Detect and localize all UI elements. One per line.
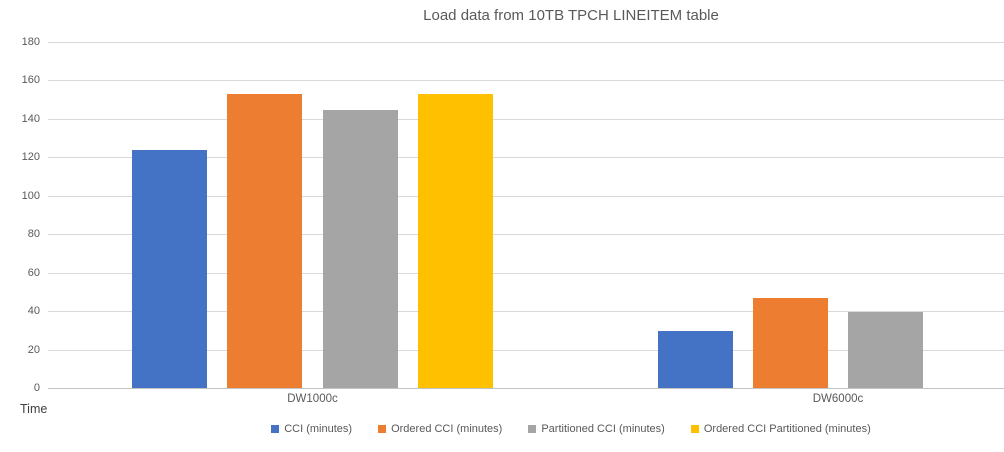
gridline (48, 41, 1004, 43)
y-axis-tick-label: 40 (27, 305, 40, 318)
gridline (48, 118, 1004, 120)
gridline (48, 311, 1004, 313)
gridline (48, 272, 1004, 274)
bar-dw6000c-ordered-cci-minutes (752, 298, 828, 389)
legend-marker-icon (271, 425, 280, 433)
y-axis-tick-label: 160 (21, 74, 40, 87)
y-axis-title: Time (20, 402, 48, 416)
legend-marker-icon (690, 425, 699, 433)
x-axis-line (48, 388, 1004, 389)
legend-item: Partitioned CCI (minutes) (528, 423, 665, 435)
y-axis-tick-label: 0 (33, 382, 40, 394)
y-axis-tick-label: 80 (27, 228, 40, 241)
x-axis-category-label: DW6000c (812, 392, 864, 405)
y-axis-tick-label: 140 (21, 112, 40, 125)
bar-dw1000c-ordered-cci-minutes (227, 94, 303, 389)
gridline (48, 349, 1004, 351)
chart-title: Load data from 10TB TPCH LINEITEM table (423, 7, 719, 24)
gridline (48, 157, 1004, 159)
bar-dw6000c-cci-minutes (657, 330, 733, 389)
legend-item: Ordered CCI Partitioned (minutes) (690, 423, 871, 435)
y-axis-tick-label: 20 (27, 343, 40, 356)
gridline (48, 234, 1004, 236)
legend-label: Partitioned CCI (minutes) (541, 423, 665, 435)
x-axis-category-label: DW1000c (287, 392, 338, 405)
gridline (48, 195, 1004, 197)
bar-dw1000c-ordered-cci-partitioned-minutes (417, 94, 493, 389)
legend-item: Ordered CCI (minutes) (378, 423, 502, 435)
y-axis-tick-label: 60 (27, 266, 40, 279)
legend-item: CCI (minutes) (271, 423, 352, 435)
y-axis-tick-label: 120 (21, 151, 40, 164)
gridline (48, 80, 1004, 82)
legend-label: Ordered CCI (minutes) (391, 423, 503, 435)
legend-label: Ordered CCI Partitioned (minutes) (703, 423, 871, 435)
bar-dw1000c-partitioned-cci-minutes (322, 109, 398, 389)
y-axis-tick-label: 100 (21, 189, 40, 202)
bar-dw1000c-cci-minutes (132, 150, 207, 389)
bar-dw6000c-partitioned-cci-minutes (848, 311, 924, 389)
legend-label: CCI (minutes) (284, 423, 353, 435)
y-axis-tick-label: 180 (21, 35, 40, 48)
legend: CCI (minutes) Ordered CCI (minutes) Partit… (48, 423, 1004, 435)
legend-marker-icon (378, 425, 387, 433)
legend-marker-icon (528, 425, 537, 433)
